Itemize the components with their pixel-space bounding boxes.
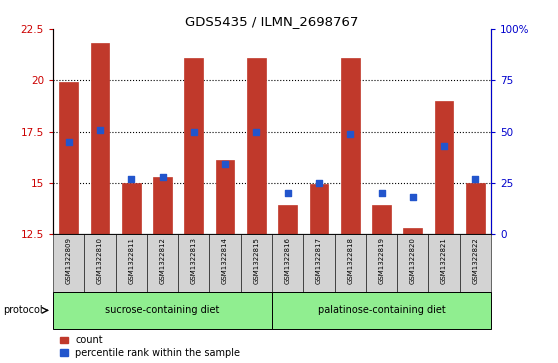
Legend: count, percentile rank within the sample: count, percentile rank within the sample <box>58 333 242 360</box>
Text: GSM1322821: GSM1322821 <box>441 237 447 284</box>
Text: GSM1322811: GSM1322811 <box>128 237 134 284</box>
Point <box>220 162 229 167</box>
Bar <box>59 82 78 234</box>
Point <box>189 129 198 134</box>
Bar <box>335 234 366 292</box>
Bar <box>310 184 328 234</box>
Text: GSM1322812: GSM1322812 <box>160 237 166 284</box>
Text: GSM1322819: GSM1322819 <box>378 237 384 284</box>
Text: palatinose-containing diet: palatinose-containing diet <box>318 305 445 315</box>
Bar <box>178 234 209 292</box>
Point <box>408 194 417 200</box>
Text: GSM1322815: GSM1322815 <box>253 237 259 284</box>
Bar <box>429 234 460 292</box>
Point <box>95 127 104 132</box>
Bar <box>247 58 266 234</box>
Bar <box>53 292 272 329</box>
Bar <box>116 234 147 292</box>
Bar <box>341 58 359 234</box>
Text: GSM1322810: GSM1322810 <box>97 237 103 284</box>
Bar <box>435 101 454 234</box>
Bar <box>153 177 172 234</box>
Bar <box>372 205 391 234</box>
Bar <box>147 234 178 292</box>
Bar <box>460 234 491 292</box>
Text: GSM1322822: GSM1322822 <box>473 237 478 284</box>
Point <box>377 190 386 196</box>
Bar <box>53 234 84 292</box>
Text: GSM1322820: GSM1322820 <box>410 237 416 284</box>
Point <box>252 129 261 134</box>
Bar <box>272 234 304 292</box>
Point <box>64 139 73 145</box>
Point <box>440 143 449 149</box>
Bar <box>216 160 234 234</box>
Point <box>471 176 480 182</box>
Point <box>315 180 324 186</box>
Point <box>127 176 136 182</box>
Bar <box>278 205 297 234</box>
Bar <box>304 234 335 292</box>
Bar <box>466 183 485 234</box>
Bar <box>209 234 240 292</box>
Bar <box>272 292 491 329</box>
Text: GSM1322813: GSM1322813 <box>191 237 197 284</box>
Bar <box>403 228 422 234</box>
Bar <box>184 58 203 234</box>
Text: GSM1322809: GSM1322809 <box>66 237 71 284</box>
Bar <box>397 234 429 292</box>
Point <box>283 190 292 196</box>
Bar <box>90 44 109 234</box>
Text: GSM1322817: GSM1322817 <box>316 237 322 284</box>
Text: GSM1322816: GSM1322816 <box>285 237 291 284</box>
Point <box>158 174 167 180</box>
Title: GDS5435 / ILMN_2698767: GDS5435 / ILMN_2698767 <box>185 15 359 28</box>
Point <box>346 131 355 136</box>
Text: GSM1322818: GSM1322818 <box>347 237 353 284</box>
Bar <box>240 234 272 292</box>
Bar <box>84 234 116 292</box>
Text: sucrose-containing diet: sucrose-containing diet <box>105 305 220 315</box>
Text: GSM1322814: GSM1322814 <box>222 237 228 284</box>
Bar <box>366 234 397 292</box>
Bar <box>122 183 141 234</box>
Text: protocol: protocol <box>3 305 42 315</box>
